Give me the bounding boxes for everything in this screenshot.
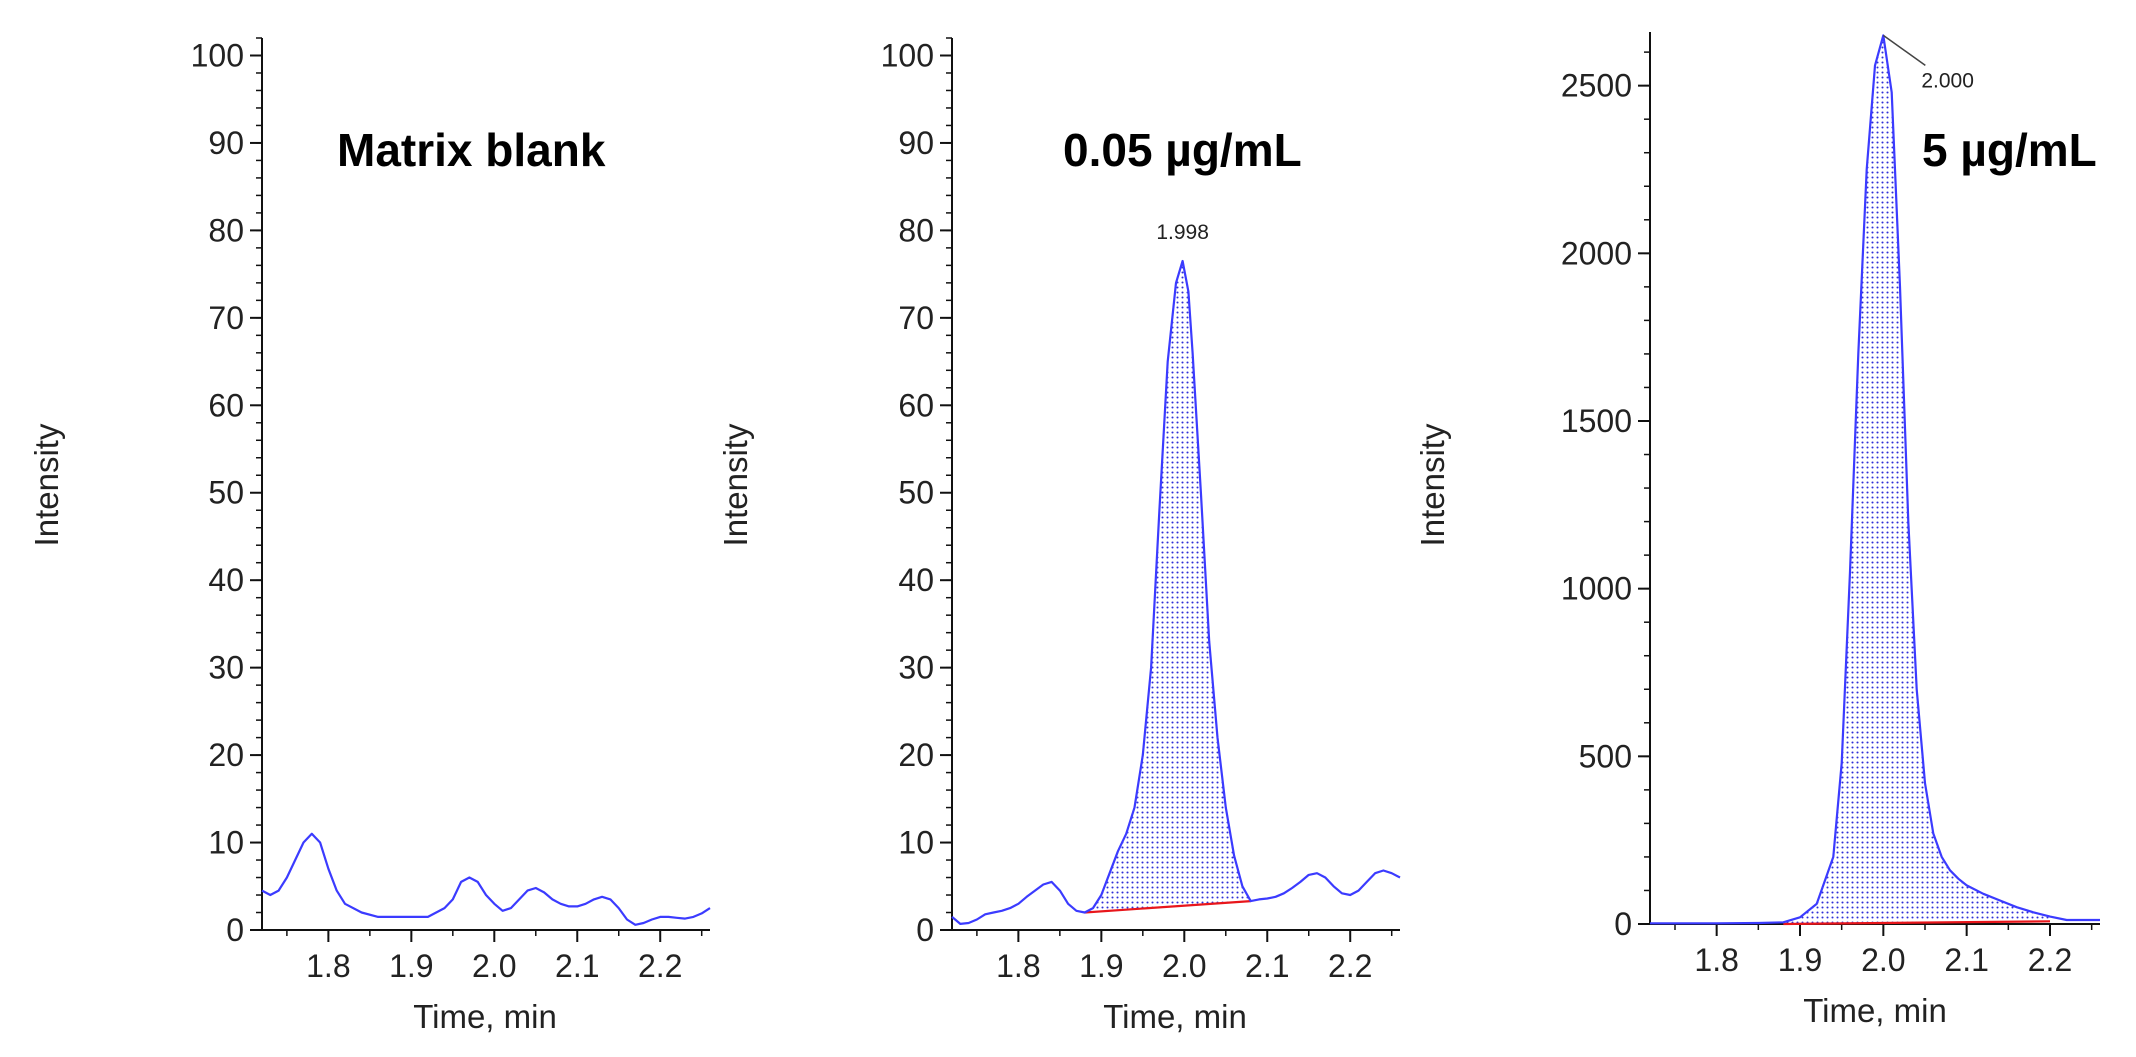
y-tick-label: 40	[898, 562, 934, 598]
chromatogram-trace	[1650, 34, 2100, 925]
y-tick-label: 30	[208, 650, 244, 686]
plot-area: 0 10 20 30 40 50 60 70 80 90 100 1.8 1.9 2.0 2.1 2.2	[191, 37, 711, 984]
y-tick-label: 0	[1614, 906, 1632, 942]
y-tick-label: 1000	[1561, 571, 1632, 607]
y-tick-label: 500	[1579, 738, 1632, 774]
y-tick-label: 50	[208, 475, 244, 511]
panel-title: Matrix blank	[337, 124, 606, 176]
integration-baseline	[1084, 900, 1251, 914]
x-tick-label: 2.2	[2028, 942, 2072, 978]
peak-area-fill	[1084, 261, 1251, 913]
y-tick-label: 0	[226, 912, 244, 948]
y-tick-label: 70	[898, 300, 934, 336]
panel-title: 5 µg/mL	[1922, 124, 2097, 176]
y-tick-label: 60	[208, 387, 244, 423]
y-tick-label: 80	[898, 212, 934, 248]
x-tick-label: 2.2	[1328, 948, 1372, 984]
x-tick-label: 1.9	[1079, 948, 1123, 984]
peak-area-fill	[1783, 35, 2050, 924]
x-tick-label: 1.9	[389, 948, 433, 984]
panel-0-05-ug-ml: Intensity 0.05 µg/mL Time, min 0 10 20 30 40…	[717, 37, 1401, 1035]
chromatogram-trace	[261, 832, 711, 926]
x-axis-label: Time, min	[1803, 992, 1947, 1029]
x-tick-label: 2.1	[555, 948, 599, 984]
x-tick-label: 1.8	[306, 948, 350, 984]
x-tick-label: 1.8	[1694, 942, 1738, 978]
y-tick-label: 90	[208, 125, 244, 161]
y-tick-label: 100	[191, 37, 244, 73]
y-tick-label: 2000	[1561, 235, 1632, 271]
y-tick-label: 100	[881, 37, 934, 73]
x-axis-label: Time, min	[413, 998, 557, 1035]
x-tick-label: 2.1	[1245, 948, 1289, 984]
y-tick-label: 10	[208, 825, 244, 861]
plot-area: 0 10 20 30 40 50 60 70 80 90 100 1.8 1.9 2.0 2.1 2.2 1.9…	[881, 37, 1401, 984]
peak-label-leader	[1882, 34, 1926, 66]
y-tick-label: 40	[208, 562, 244, 598]
y-axis-label: Intensity	[28, 423, 65, 546]
y-tick-label: 50	[898, 475, 934, 511]
panel-matrix-blank: Intensity Matrix blank Time, min 0 10 20 30…	[28, 37, 711, 1035]
y-tick-label: 1500	[1561, 403, 1632, 439]
y-axis-label: Intensity	[717, 423, 754, 546]
panel-title: 0.05 µg/mL	[1063, 124, 1302, 176]
y-tick-label: 90	[898, 125, 934, 161]
y-tick-label: 0	[916, 912, 934, 948]
x-tick-label: 2.0	[1162, 948, 1206, 984]
x-axis-label: Time, min	[1103, 998, 1247, 1035]
x-tick-label: 2.0	[472, 948, 516, 984]
y-tick-label: 10	[898, 825, 934, 861]
y-tick-label: 80	[208, 212, 244, 248]
x-tick-label: 1.9	[1778, 942, 1822, 978]
plot-area: 0 500 1000 1500 2000 2500 1.8 1.9 2.0 2.1 2.2 2.000	[1561, 32, 2100, 978]
y-tick-label: 70	[208, 300, 244, 336]
x-tick-label: 2.0	[1861, 942, 1905, 978]
y-tick-label: 20	[898, 737, 934, 773]
y-tick-label: 20	[208, 737, 244, 773]
y-tick-label: 60	[898, 387, 934, 423]
x-tick-label: 2.2	[638, 948, 682, 984]
peak-rt-label: 1.998	[1156, 221, 1209, 244]
x-tick-label: 2.1	[1944, 942, 1988, 978]
y-tick-label: 30	[898, 650, 934, 686]
integration-baseline	[1783, 920, 2051, 926]
chromatogram-trace	[951, 259, 1401, 925]
y-tick-label: 2500	[1561, 68, 1632, 104]
x-tick-label: 1.8	[996, 948, 1040, 984]
y-axis-label: Intensity	[1414, 423, 1451, 546]
panel-5-ug-ml: Intensity 5 µg/mL Time, min 0 500 1000 1500…	[1414, 32, 2100, 1029]
peak-rt-label: 2.000	[1921, 69, 1974, 92]
